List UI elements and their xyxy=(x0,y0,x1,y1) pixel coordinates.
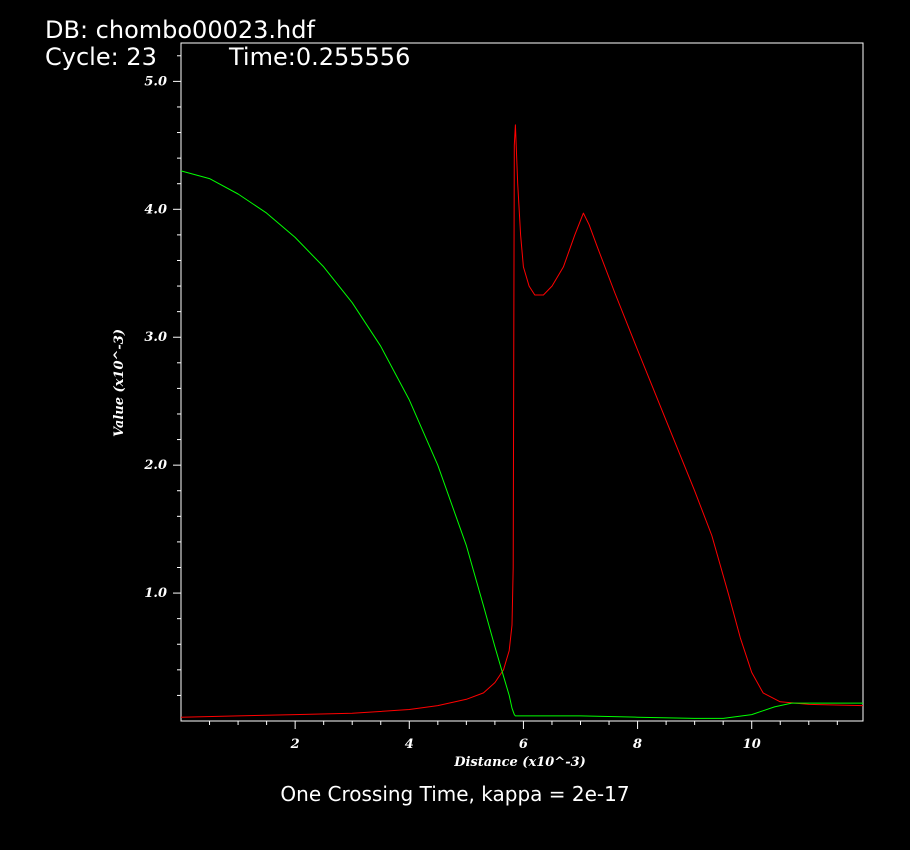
red-series-line xyxy=(180,124,864,718)
database-label: DB: chombo00023.hdf xyxy=(45,16,315,44)
y-axis-label: Value (x10^-3) xyxy=(112,329,127,437)
cycle-label: Cycle: 23 xyxy=(45,43,157,71)
x-tick-label: 10 xyxy=(743,737,761,752)
x-tick-label: 4 xyxy=(405,737,414,752)
y-tick-label: 2.0 xyxy=(143,458,167,473)
x-axis-label: Distance (x10^-3) xyxy=(453,755,586,770)
x-tick-label: 8 xyxy=(633,737,642,752)
y-tick-label: 5.0 xyxy=(144,74,167,89)
time-label: Time:0.255556 xyxy=(229,43,411,71)
plot-frame xyxy=(180,42,864,722)
x-tick-label: 2 xyxy=(290,737,300,752)
y-tick-label: 4.0 xyxy=(144,202,167,217)
y-tick-label: 1.0 xyxy=(144,586,167,601)
chart-caption: One Crossing Time, kappa = 2e-17 xyxy=(280,782,630,806)
green-series-line xyxy=(180,170,863,719)
y-tick-label: 3.0 xyxy=(144,330,167,345)
cycle-time-label: Cycle: 23 Time:0.255556 xyxy=(45,43,410,71)
x-tick-label: 6 xyxy=(519,737,528,752)
